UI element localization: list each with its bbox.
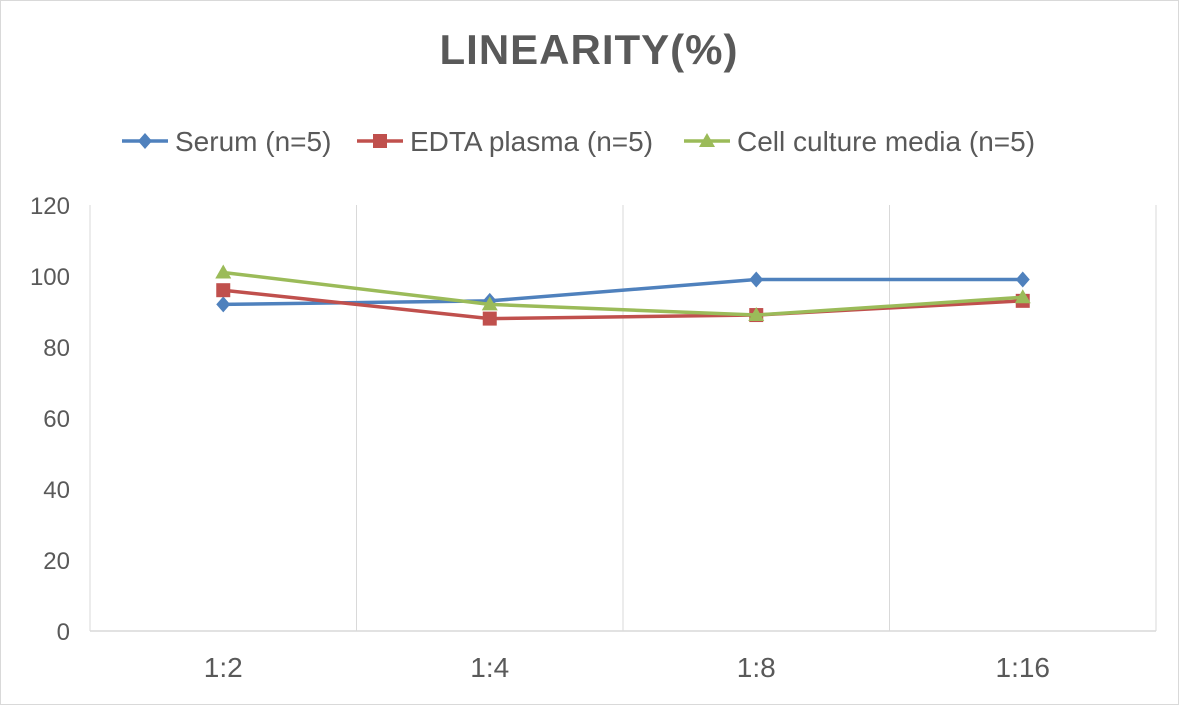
series-2 — [215, 264, 1031, 322]
x-tick-label: 1:2 — [204, 652, 243, 683]
legend: Serum (n=5) EDTA plasma (n=5) Cell culture… — [122, 126, 1035, 157]
triangle-marker — [748, 307, 765, 322]
y-tick-label: 0 — [57, 619, 70, 646]
y-axis: 0 20 40 60 80 100 120 — [30, 193, 70, 646]
series-line — [223, 277, 1023, 307]
square-marker — [216, 283, 231, 298]
triangle-marker — [215, 264, 232, 279]
legend-item: EDTA plasma (n=5) — [357, 126, 653, 157]
legend-item: Serum (n=5) — [122, 126, 331, 157]
series-line — [223, 288, 1023, 321]
legend-item: Cell culture media (n=5) — [684, 126, 1035, 157]
triangle-marker — [481, 296, 498, 311]
diamond-marker — [749, 271, 764, 288]
legend-label: Serum (n=5) — [175, 126, 331, 157]
y-tick-label: 60 — [43, 406, 70, 433]
y-tick-label: 40 — [43, 477, 70, 504]
triangle-marker — [1014, 289, 1031, 304]
x-tick-label: 1:8 — [737, 652, 776, 683]
x-axis: 1:2 1:4 1:8 1:16 — [204, 652, 1050, 683]
x-tick-label: 1:4 — [470, 652, 509, 683]
y-tick-label: 20 — [43, 548, 70, 575]
y-tick-label: 120 — [30, 193, 70, 220]
gridlines — [89, 205, 1157, 632]
y-tick-label: 80 — [43, 335, 70, 362]
chart-title: LINEARITY(%) — [440, 26, 739, 73]
series-group — [215, 264, 1031, 326]
triangle-marker — [699, 133, 715, 147]
square-marker — [482, 311, 497, 326]
y-tick-label: 100 — [30, 264, 70, 291]
x-tick-label: 1:16 — [996, 652, 1051, 683]
legend-label: EDTA plasma (n=5) — [410, 126, 653, 157]
diamond-marker — [216, 296, 231, 313]
legend-label: Cell culture media (n=5) — [737, 126, 1035, 157]
series-line — [223, 270, 1023, 317]
diamond-marker — [138, 133, 152, 149]
series-0 — [216, 271, 1030, 313]
diamond-marker — [1015, 271, 1030, 288]
square-marker — [373, 134, 387, 148]
